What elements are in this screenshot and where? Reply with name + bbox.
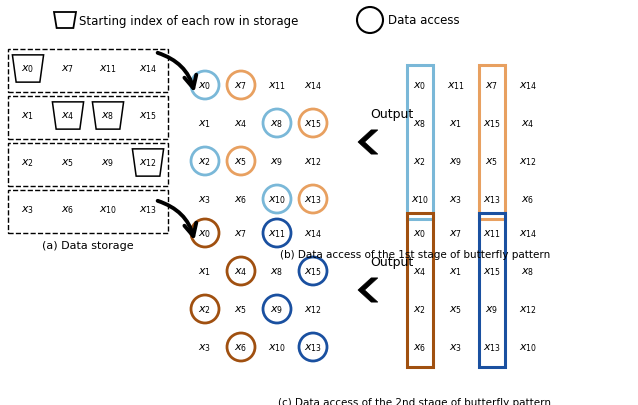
Polygon shape [358,278,378,303]
Text: Data access: Data access [388,15,459,28]
Text: $x_2$: $x_2$ [198,303,212,315]
Text: $x_4$: $x_4$ [61,110,75,122]
Text: $x_6$: $x_6$ [521,194,535,205]
Text: $x_8$: $x_8$ [271,118,284,130]
Text: $x_3$: $x_3$ [449,341,463,353]
Bar [407,66,433,219]
Text: $x_9$: $x_9$ [101,157,115,169]
Text: $x_4$: $x_4$ [521,118,535,130]
Text: $x_9$: $x_9$ [449,156,463,168]
Text: $x_6$: $x_6$ [234,341,248,353]
Text: $x_{12}$: $x_{12}$ [304,156,322,168]
Text: $x_{11}$: $x_{11}$ [99,64,117,75]
Text: $x_{10}$: $x_{10}$ [268,194,286,205]
Text: $x_1$: $x_1$ [198,118,212,130]
Text: $x_{14}$: $x_{14}$ [139,64,157,75]
Text: $x_5$: $x_5$ [234,303,248,315]
Text: $x_9$: $x_9$ [486,303,499,315]
Text: $x_7$: $x_7$ [449,228,463,239]
Text: $x_8$: $x_8$ [521,265,535,277]
Text: $x_0$: $x_0$ [413,228,427,239]
Text: $x_{14}$: $x_{14}$ [304,228,322,239]
Text: Output: Output [370,256,413,269]
Text: $x_3$: $x_3$ [198,341,212,353]
Text: $x_6$: $x_6$ [234,194,248,205]
Text: $x_{14}$: $x_{14}$ [519,80,537,92]
Text: $x_{13}$: $x_{13}$ [483,194,501,205]
Text: (b) Data access of the 1st stage of butterfly pattern: (b) Data access of the 1st stage of butt… [280,249,550,259]
Text: $x_{13}$: $x_{13}$ [139,204,157,216]
Text: (c) Data access of the 2nd stage of butterfly pattern: (c) Data access of the 2nd stage of butt… [279,397,551,405]
Bar [8,97,168,140]
Bar [8,190,168,233]
Text: Output: Output [370,108,413,121]
Text: $x_9$: $x_9$ [271,303,284,315]
Text: $x_0$: $x_0$ [198,80,212,92]
Text: $x_1$: $x_1$ [449,265,463,277]
Text: $x_7$: $x_7$ [486,80,498,92]
Text: $x_2$: $x_2$ [413,303,426,315]
Text: $x_{15}$: $x_{15}$ [304,118,322,130]
Text: $x_4$: $x_4$ [413,265,427,277]
Text: $x_5$: $x_5$ [61,157,75,169]
Text: $x_{11}$: $x_{11}$ [268,228,286,239]
Text: $x_{12}$: $x_{12}$ [139,157,157,169]
Text: $x_{14}$: $x_{14}$ [519,228,537,239]
Text: $x_5$: $x_5$ [234,156,248,168]
Text: $x_0$: $x_0$ [22,64,34,75]
Text: $x_2$: $x_2$ [22,157,34,169]
Bar [8,50,168,93]
Text: $x_7$: $x_7$ [234,80,248,92]
Text: $x_{11}$: $x_{11}$ [268,80,286,92]
Text: $x_3$: $x_3$ [449,194,463,205]
Text: $x_{11}$: $x_{11}$ [483,228,501,239]
Text: $x_4$: $x_4$ [234,118,248,130]
Text: $x_0$: $x_0$ [198,228,212,239]
Text: $x_{10}$: $x_{10}$ [99,204,117,216]
Text: $x_{15}$: $x_{15}$ [483,265,501,277]
Text: $x_2$: $x_2$ [198,156,212,168]
Text: $x_{12}$: $x_{12}$ [519,156,537,168]
Text: $x_6$: $x_6$ [61,204,75,216]
Text: $x_1$: $x_1$ [22,110,34,122]
Text: $x_{15}$: $x_{15}$ [483,118,501,130]
Text: $x_{14}$: $x_{14}$ [304,80,322,92]
Text: $x_{15}$: $x_{15}$ [139,110,157,122]
Text: $x_5$: $x_5$ [486,156,498,168]
Text: $x_6$: $x_6$ [413,341,427,353]
Bar [479,66,505,219]
Text: $x_2$: $x_2$ [413,156,426,168]
Text: $x_0$: $x_0$ [413,80,427,92]
Text: $x_3$: $x_3$ [22,204,34,216]
Text: $x_3$: $x_3$ [198,194,212,205]
Text: $x_8$: $x_8$ [101,110,115,122]
Bar [8,144,168,187]
Polygon shape [358,130,378,155]
Text: (a) Data storage: (a) Data storage [42,241,134,250]
Text: $x_1$: $x_1$ [449,118,463,130]
Text: Starting index of each row in storage: Starting index of each row in storage [79,15,299,28]
Text: $x_{15}$: $x_{15}$ [304,265,322,277]
Text: $x_{10}$: $x_{10}$ [268,341,286,353]
Text: $x_9$: $x_9$ [271,156,284,168]
Text: $x_4$: $x_4$ [234,265,248,277]
Text: $x_7$: $x_7$ [61,64,75,75]
Text: $x_{10}$: $x_{10}$ [411,194,429,205]
Text: $x_{12}$: $x_{12}$ [304,303,322,315]
Bar [479,214,505,367]
Text: $x_{12}$: $x_{12}$ [519,303,537,315]
Text: $x_1$: $x_1$ [198,265,212,277]
Text: $x_{13}$: $x_{13}$ [483,341,501,353]
Text: $x_{13}$: $x_{13}$ [304,194,322,205]
Text: $x_{11}$: $x_{11}$ [447,80,465,92]
Bar [407,214,433,367]
Text: $x_8$: $x_8$ [271,265,284,277]
Text: $x_8$: $x_8$ [413,118,427,130]
Text: $x_5$: $x_5$ [449,303,463,315]
Text: $x_7$: $x_7$ [234,228,248,239]
Text: $x_{13}$: $x_{13}$ [304,341,322,353]
Text: $x_{10}$: $x_{10}$ [519,341,537,353]
